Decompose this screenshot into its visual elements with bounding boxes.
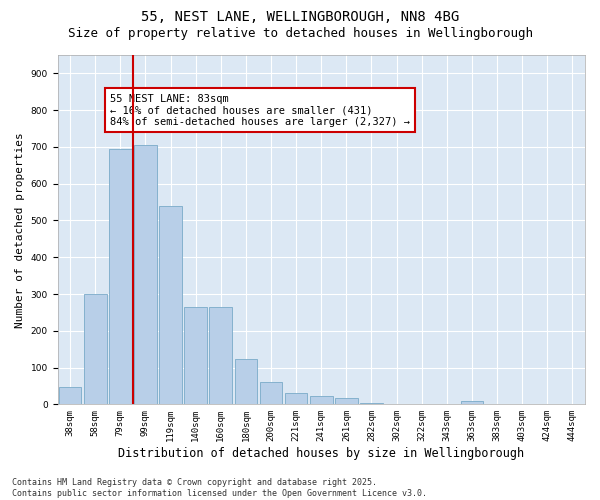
Text: Contains HM Land Registry data © Crown copyright and database right 2025.
Contai: Contains HM Land Registry data © Crown c…: [12, 478, 427, 498]
Bar: [59, 386, 82, 404]
Text: 55, NEST LANE, WELLINGBOROUGH, NN8 4BG: 55, NEST LANE, WELLINGBOROUGH, NN8 4BG: [141, 10, 459, 24]
Bar: [209, 307, 232, 404]
X-axis label: Distribution of detached houses by size in Wellingborough: Distribution of detached houses by size …: [118, 447, 524, 460]
Bar: [310, 396, 332, 404]
Bar: [159, 206, 182, 404]
Bar: [134, 145, 157, 405]
Text: 55 NEST LANE: 83sqm
← 16% of detached houses are smaller (431)
84% of semi-detac: 55 NEST LANE: 83sqm ← 16% of detached ho…: [110, 94, 410, 127]
Bar: [461, 402, 483, 404]
Bar: [235, 360, 257, 405]
Bar: [285, 394, 307, 404]
Bar: [335, 398, 358, 404]
Text: Size of property relative to detached houses in Wellingborough: Size of property relative to detached ho…: [67, 28, 533, 40]
Bar: [260, 382, 283, 404]
Bar: [184, 307, 207, 404]
Y-axis label: Number of detached properties: Number of detached properties: [15, 132, 25, 328]
Bar: [360, 403, 383, 404]
Bar: [109, 149, 131, 405]
Bar: [84, 294, 107, 405]
